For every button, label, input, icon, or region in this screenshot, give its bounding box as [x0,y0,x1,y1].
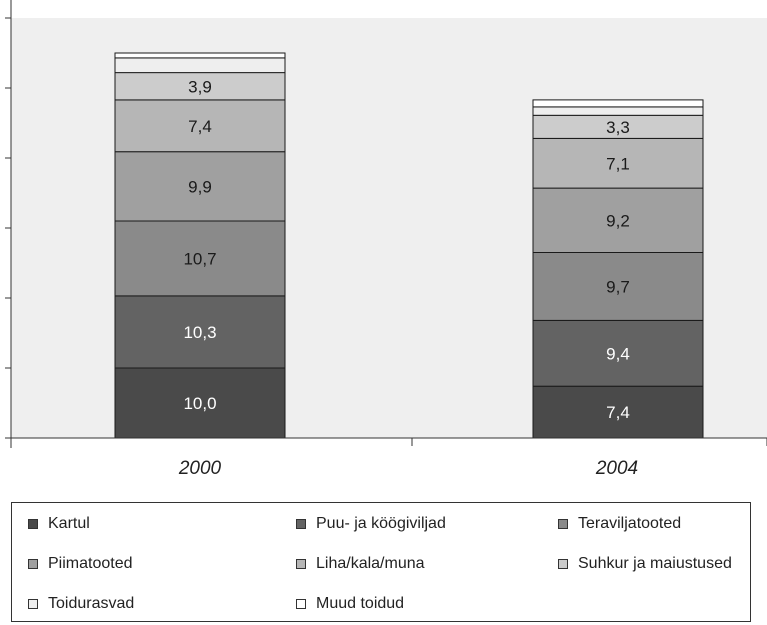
legend-label: Kartul [48,515,90,532]
bar-segment-2004-7 [532,106,704,116]
legend-swatch [28,519,38,529]
legend-label: Puu- ja köögiviljad [316,515,446,532]
x-tick-label-2004: 2004 [595,458,638,479]
data-label-2004-3: 9,7 [606,277,630,296]
ticks-layer: 2000 2004 [178,458,638,479]
bar-segment-2004-5 [532,137,704,189]
legend-label: Suhkur ja maiustused [578,555,732,572]
data-label-2004-2: 9,4 [606,344,630,363]
legend-label: Piimatooted [48,555,133,572]
bar-segment-2000-6 [114,72,286,101]
legend-swatch [296,599,306,609]
bar-segment-2000-8 [114,52,286,59]
legend-label: Liha/kala/muna [316,555,425,572]
legend-swatch [558,519,568,529]
bar-segment-2000-3 [114,220,286,297]
legend-swatch [28,599,38,609]
legend-label: Teraviljatooted [578,515,682,532]
axes-layer [5,0,767,448]
data-label-2004-5: 7,1 [606,154,630,173]
bar-segment-2000-5 [114,99,286,153]
legend-item-1: Kartul [28,515,90,533]
bar-segment-2004-1 [532,385,704,439]
legend: Kartul Puu- ja köögiviljad Teraviljatooted… [11,502,751,622]
legend-swatch [296,559,306,569]
legend-item-8: Muud toidud [296,595,404,613]
chart-svg: 10,010,310,79,97,43,97,49,49,79,27,13,3 … [5,0,767,479]
bar-segment-2000-2 [114,295,286,369]
data-label-2000-1: 10,0 [183,394,216,413]
legend-item-6: Suhkur ja maiustused [558,555,732,573]
legend-swatch [296,519,306,529]
legend-item-5: Liha/kala/muna [296,555,425,573]
data-label-2000-2: 10,3 [183,323,216,342]
data-label-2004-6: 3,3 [606,118,630,137]
legend-item-7: Toidurasvad [28,595,134,613]
data-label-2000-4: 9,9 [188,177,212,196]
data-label-2000-5: 7,4 [188,117,212,136]
data-label-2004-1: 7,4 [606,403,630,422]
legend-swatch [558,559,568,569]
legend-item-4: Piimatooted [28,555,133,573]
bar-segment-2000-4 [114,151,286,222]
bars-layer: 10,0 10,3 10,7 9,9 7,4 3,9 7,4 9,4 9,7 9,2 7,1 3,3 [114,52,704,439]
bar-segment-2000-1 [114,367,286,439]
data-label-2000-3: 10,7 [183,249,216,268]
legend-item-2: Puu- ja köögiviljad [296,515,446,533]
legend-label: Toidurasvad [48,595,135,612]
data-label-2000-6: 3,9 [188,77,212,96]
legend-label: Muud toidud [316,595,405,612]
bar-segment-2004-4 [532,187,704,254]
bar-segment-2004-3 [532,252,704,321]
bar-segment-2004-2 [532,319,704,387]
legend-swatch [28,559,38,569]
data-label-2004-4: 9,2 [606,211,630,230]
x-tick-label-2000: 2000 [178,458,222,479]
bar-segment-2004-8 [532,99,704,108]
legend-item-3: Teraviljatooted [558,515,681,533]
bar-segment-2000-7 [114,57,286,74]
